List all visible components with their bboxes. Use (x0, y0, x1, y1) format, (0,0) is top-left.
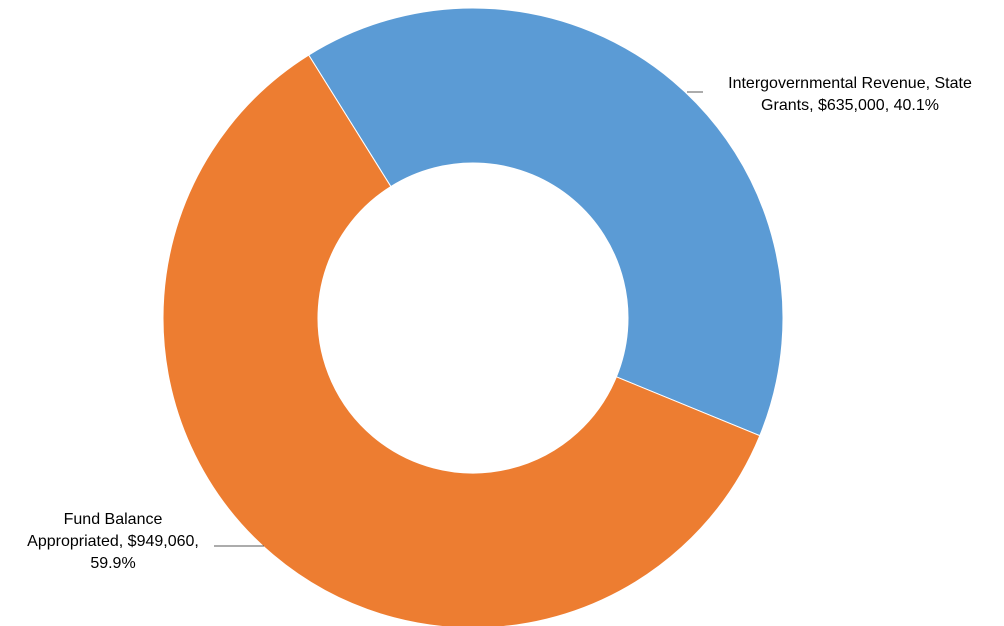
data-labels: Intergovernmental Revenue, State Grants, … (27, 75, 972, 572)
data-label-line: Appropriated, $949,060, (27, 533, 199, 550)
data-label-line: 59.9% (90, 555, 135, 572)
data-label-line: Fund Balance (64, 511, 163, 528)
donut-slice-1 (308, 7, 784, 437)
data-label-line: Intergovernmental Revenue, State (728, 75, 972, 92)
donut-slices (162, 7, 784, 626)
data-label-2: Fund Balance Appropriated, $949,060, 59.9% (27, 511, 199, 572)
data-label-line: Grants, $635,000, 40.1% (761, 97, 939, 114)
donut-slice-2 (162, 54, 761, 626)
data-label-1: Intergovernmental Revenue, State Grants, … (728, 75, 972, 114)
leader-lines (214, 91, 703, 547)
